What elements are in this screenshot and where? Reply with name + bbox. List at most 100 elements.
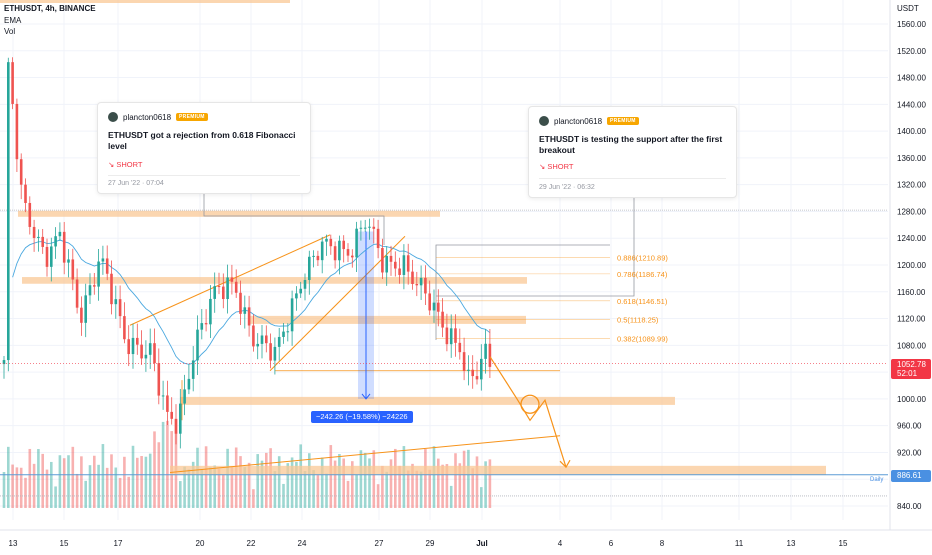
price-tick-label: 920.00 xyxy=(897,448,922,457)
volume-bar xyxy=(273,471,277,508)
candle-body xyxy=(342,240,345,250)
volume-bar xyxy=(260,460,264,508)
volume-bar xyxy=(320,457,324,508)
candle-body xyxy=(458,342,462,353)
author-name[interactable]: plancton0618 xyxy=(123,112,172,122)
candle-body xyxy=(187,378,191,390)
candle-body xyxy=(7,62,10,361)
candle-body xyxy=(58,231,62,237)
idea-2-connector xyxy=(436,196,635,297)
volume-bar xyxy=(131,445,135,508)
volume-bar xyxy=(226,448,229,508)
volume-bar xyxy=(15,467,19,508)
candle-body xyxy=(351,255,354,258)
volume-bar xyxy=(462,450,466,508)
volume-bar xyxy=(282,483,285,508)
volume-bar xyxy=(174,419,178,508)
candle-body xyxy=(200,323,204,330)
price-tick-label: 1480.00 xyxy=(897,74,926,83)
time-tick-label: 15 xyxy=(60,539,69,548)
candle-body xyxy=(445,327,449,345)
candle-body xyxy=(419,277,423,286)
volume-indicator-label[interactable]: Vol xyxy=(4,27,16,36)
projection-path xyxy=(489,356,567,468)
volume-bar xyxy=(325,473,328,508)
idea-card-2[interactable]: plancton0618 PREMIUM ETHUSDT is testing … xyxy=(528,106,737,198)
candle-body xyxy=(346,249,350,256)
volume-bar xyxy=(454,453,457,508)
candle-body xyxy=(402,255,406,275)
volume-bar xyxy=(191,461,195,508)
idea-card-1[interactable]: plancton0618 PREMIUM ETHUSDT got a rejec… xyxy=(97,102,311,194)
volume-bar xyxy=(153,431,156,508)
price-tick-label: 1360.00 xyxy=(897,154,926,163)
idea-date: 27 Jun '22 · 07:04 xyxy=(108,180,164,187)
price-tick-label: 1440.00 xyxy=(897,100,926,109)
volume-bar xyxy=(110,454,113,508)
candle-body xyxy=(67,259,70,263)
candle-body xyxy=(333,246,337,261)
ema-indicator-label[interactable]: EMA xyxy=(4,16,22,25)
volume-bar xyxy=(67,455,70,508)
fib-level-label: 0.786(1186.74) xyxy=(617,270,668,279)
price-tick-label: 840.00 xyxy=(897,502,922,511)
candle-body xyxy=(213,286,216,299)
volume-bar xyxy=(308,453,311,508)
candle-body xyxy=(269,343,272,361)
candle-body xyxy=(157,363,161,396)
time-tick-label: 4 xyxy=(558,539,563,548)
volume-bar xyxy=(316,475,320,508)
candle-body xyxy=(303,280,307,289)
premium-badge: PREMIUM xyxy=(176,113,208,121)
fib-anchor xyxy=(435,244,610,340)
idea-title[interactable]: ETHUSDT got a rejection from 0.618 Fibon… xyxy=(108,130,296,151)
candle-body xyxy=(290,298,294,332)
short-direction: ↘ SHORT xyxy=(539,162,574,171)
divider xyxy=(539,178,726,179)
candle-body xyxy=(222,286,225,300)
candle-body xyxy=(359,227,363,229)
volume-bar xyxy=(467,449,470,508)
candle-body xyxy=(144,354,148,359)
volume-bar xyxy=(213,465,216,508)
volume-bar xyxy=(437,458,440,508)
volume-bar xyxy=(424,449,427,508)
candle-body xyxy=(376,228,380,249)
volume-bar xyxy=(239,456,242,508)
candle-body xyxy=(488,343,492,367)
price-tick-label: 1520.00 xyxy=(897,47,926,56)
price-tick-label: 1400.00 xyxy=(897,127,926,136)
volume-bar xyxy=(200,468,204,508)
volume-bar xyxy=(127,476,130,508)
symbol-header: ETHUSDT, 4h, BINANCE xyxy=(4,4,96,13)
candle-body xyxy=(428,293,431,311)
author-name[interactable]: plancton0618 xyxy=(554,116,603,126)
candle-body xyxy=(325,238,328,242)
price-tick-label: 1200.00 xyxy=(897,261,926,270)
candle-body xyxy=(437,302,440,312)
candle-body xyxy=(131,337,135,355)
candle-body xyxy=(475,376,479,380)
volume-bar xyxy=(50,461,53,508)
measure-arrowhead xyxy=(361,393,371,400)
price-tick-label: 1080.00 xyxy=(897,341,926,350)
candle-body xyxy=(80,307,83,323)
candle-body xyxy=(62,231,66,263)
candle-body xyxy=(381,248,384,273)
volume-bar xyxy=(475,456,479,508)
time-tick-label: 15 xyxy=(839,539,848,548)
candle-body xyxy=(28,202,32,227)
candle-body xyxy=(127,339,130,355)
idea-title[interactable]: ETHUSDT is testing the support after the… xyxy=(539,134,723,155)
candle-body xyxy=(11,62,14,104)
candle-body xyxy=(230,277,234,282)
candle-body xyxy=(118,299,122,317)
volume-bar xyxy=(402,446,406,508)
volume-bar xyxy=(101,444,105,508)
time-tick-label: 8 xyxy=(660,539,665,548)
upper-trendline xyxy=(129,234,331,326)
time-tick-label: 13 xyxy=(787,539,796,548)
candle-body xyxy=(406,255,410,272)
